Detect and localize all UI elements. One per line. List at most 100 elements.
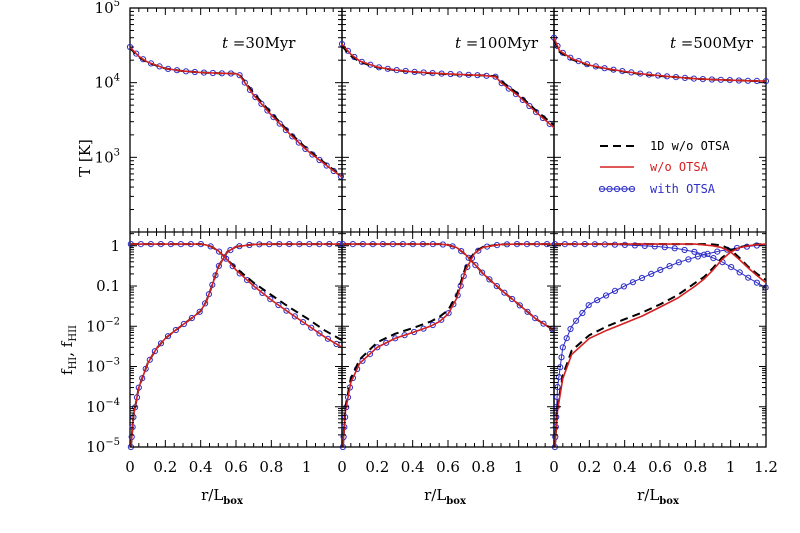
x-tick-label: 0 — [337, 458, 347, 476]
otsa-fhi-marker — [611, 287, 619, 294]
otsa-fhi-marker — [567, 325, 574, 333]
otsa-fhi-marker — [603, 292, 610, 299]
otsa-fhi-marker — [638, 274, 646, 282]
legend-otsa-marker — [621, 185, 628, 193]
otsa-fhii-marker — [493, 283, 500, 290]
otsa-fhii-marker — [333, 340, 340, 348]
otsa-fhi-marker — [557, 364, 564, 371]
y-tick-label-base: 10 — [86, 317, 105, 335]
otsa-fhi-marker — [401, 332, 408, 339]
y-tick-label-exp: −4 — [105, 397, 120, 408]
otsa-fhi-marker — [657, 266, 664, 273]
y-tick-label: 104 — [95, 73, 120, 92]
otsa-fhii-marker — [479, 269, 486, 276]
otsa-fhi-marker — [429, 321, 436, 329]
y-tick-label: 10−2 — [86, 316, 120, 335]
x-tick-label: 1 — [514, 458, 524, 476]
y-tick-label-base: 10 — [86, 438, 105, 456]
otsa-fhii-marker — [508, 295, 516, 303]
otsa-fhi-marker — [629, 279, 637, 286]
x-tick-label: 1 — [302, 458, 312, 476]
no-otsa-fhii-line — [342, 243, 555, 331]
xlabel-panel-1: r/Lbox — [201, 486, 244, 507]
y-tick-label-base: 10 — [95, 74, 114, 92]
otsa-fhi-marker — [172, 326, 179, 334]
legend-otsa-marker — [598, 185, 606, 193]
otsa-fhii-marker — [532, 315, 539, 322]
otsa-fhii-marker — [299, 319, 307, 326]
otsa-fhi-marker — [374, 344, 381, 351]
otsa-temperature-marker — [323, 162, 330, 169]
y-tick-label: 105 — [95, 0, 120, 17]
otsa-fhi-marker — [685, 256, 692, 263]
x-tick-label: 0 — [125, 458, 135, 476]
x-tick-label: 0.2 — [365, 458, 389, 476]
top-ylabel: T [K] — [76, 139, 94, 177]
otsa-fhi-marker — [420, 325, 427, 332]
otsa-temperature-marker — [554, 42, 561, 50]
legend-key-otsa — [598, 185, 636, 193]
x-tick-label: 0.6 — [648, 458, 672, 476]
tick-labels: 0 0.2 0.4 0.6 0.8 1 0 0.2 0.4 0.6 0.8 1 0 0.2 0.4 0.6 0.… — [86, 0, 778, 476]
x-tick-label: 0.2 — [153, 458, 177, 476]
otsa-temperature-marker — [236, 72, 243, 79]
otsa-fhi-marker — [411, 328, 418, 336]
time-label-panel-2: t =100Myr — [455, 34, 539, 52]
1d-fhi-line — [553, 243, 767, 448]
otsa-temperature-marker — [147, 60, 155, 67]
y-tick-label-base: 10 — [95, 148, 114, 166]
y-tick-label: 103 — [95, 147, 120, 166]
otsa-fhi-marker — [157, 340, 165, 347]
otsa-fhi-marker — [215, 262, 222, 269]
x-tick-label: 0.6 — [224, 458, 248, 476]
otsa-fhii-marker — [458, 248, 465, 255]
data-series — [126, 34, 770, 451]
otsa-fhi-line — [554, 244, 767, 448]
x-tick-label: 1.2 — [754, 458, 778, 476]
otsa-fhii-marker — [516, 302, 523, 309]
x-tick-label: 0.8 — [259, 458, 283, 476]
legend-label-no-otsa: w/o OTSA — [650, 160, 709, 174]
no-otsa-fhi-line — [554, 243, 767, 448]
otsa-fhi-marker — [648, 270, 655, 277]
y-tick-label: 10−4 — [86, 397, 120, 416]
x-tick-label: 0.8 — [683, 458, 707, 476]
bottom-ylabel: fHI, fHII — [58, 325, 79, 375]
x-tick-label: 0 — [549, 458, 559, 476]
otsa-fhii-marker — [736, 269, 743, 276]
otsa-fhii-marker — [540, 320, 547, 327]
y-tick-label-exp: −5 — [105, 437, 120, 448]
otsa-fhi-marker — [180, 320, 187, 328]
otsa-fhii-marker — [728, 264, 735, 271]
otsa-fhi-marker — [146, 356, 153, 363]
otsa-fhi-marker — [475, 247, 482, 254]
otsa-fhi-marker — [594, 297, 601, 304]
legend: 1D w/o OTSA w/o OTSA with OTSA — [598, 139, 730, 196]
x-tick-label: 0.8 — [471, 458, 495, 476]
y-tick-label: 10−3 — [86, 357, 120, 376]
y-tick-label-exp: 4 — [114, 73, 120, 84]
otsa-temperature-marker — [276, 120, 283, 127]
otsa-fhii-marker — [681, 246, 688, 254]
x-tick-label: 0.4 — [189, 458, 213, 476]
y-tick-label-base: 10 — [95, 0, 114, 17]
otsa-fhi-marker — [620, 283, 628, 290]
otsa-fhii-marker — [283, 307, 290, 314]
legend-label-1d: 1D w/o OTSA — [650, 139, 730, 153]
otsa-fhii-marker — [316, 330, 323, 337]
axis-ticks — [129, 7, 767, 448]
1d-fhi-line — [341, 243, 554, 448]
otsa-fhi-marker — [694, 253, 702, 260]
time-label-panel-3: t =500Myr — [670, 34, 754, 52]
otsa-fhii-marker — [251, 283, 258, 290]
otsa-fhii-marker — [486, 276, 493, 283]
otsa-fhii-line — [130, 243, 343, 348]
otsa-fhi-marker — [579, 309, 586, 317]
otsa-fhii-marker — [275, 301, 282, 309]
otsa-fhii-marker — [524, 308, 531, 315]
otsa-fhii-marker — [216, 248, 223, 255]
y-tick-label-exp: 5 — [114, 0, 120, 9]
no-otsa-fhi-line — [342, 243, 554, 448]
otsa-fhi-marker — [366, 351, 373, 358]
